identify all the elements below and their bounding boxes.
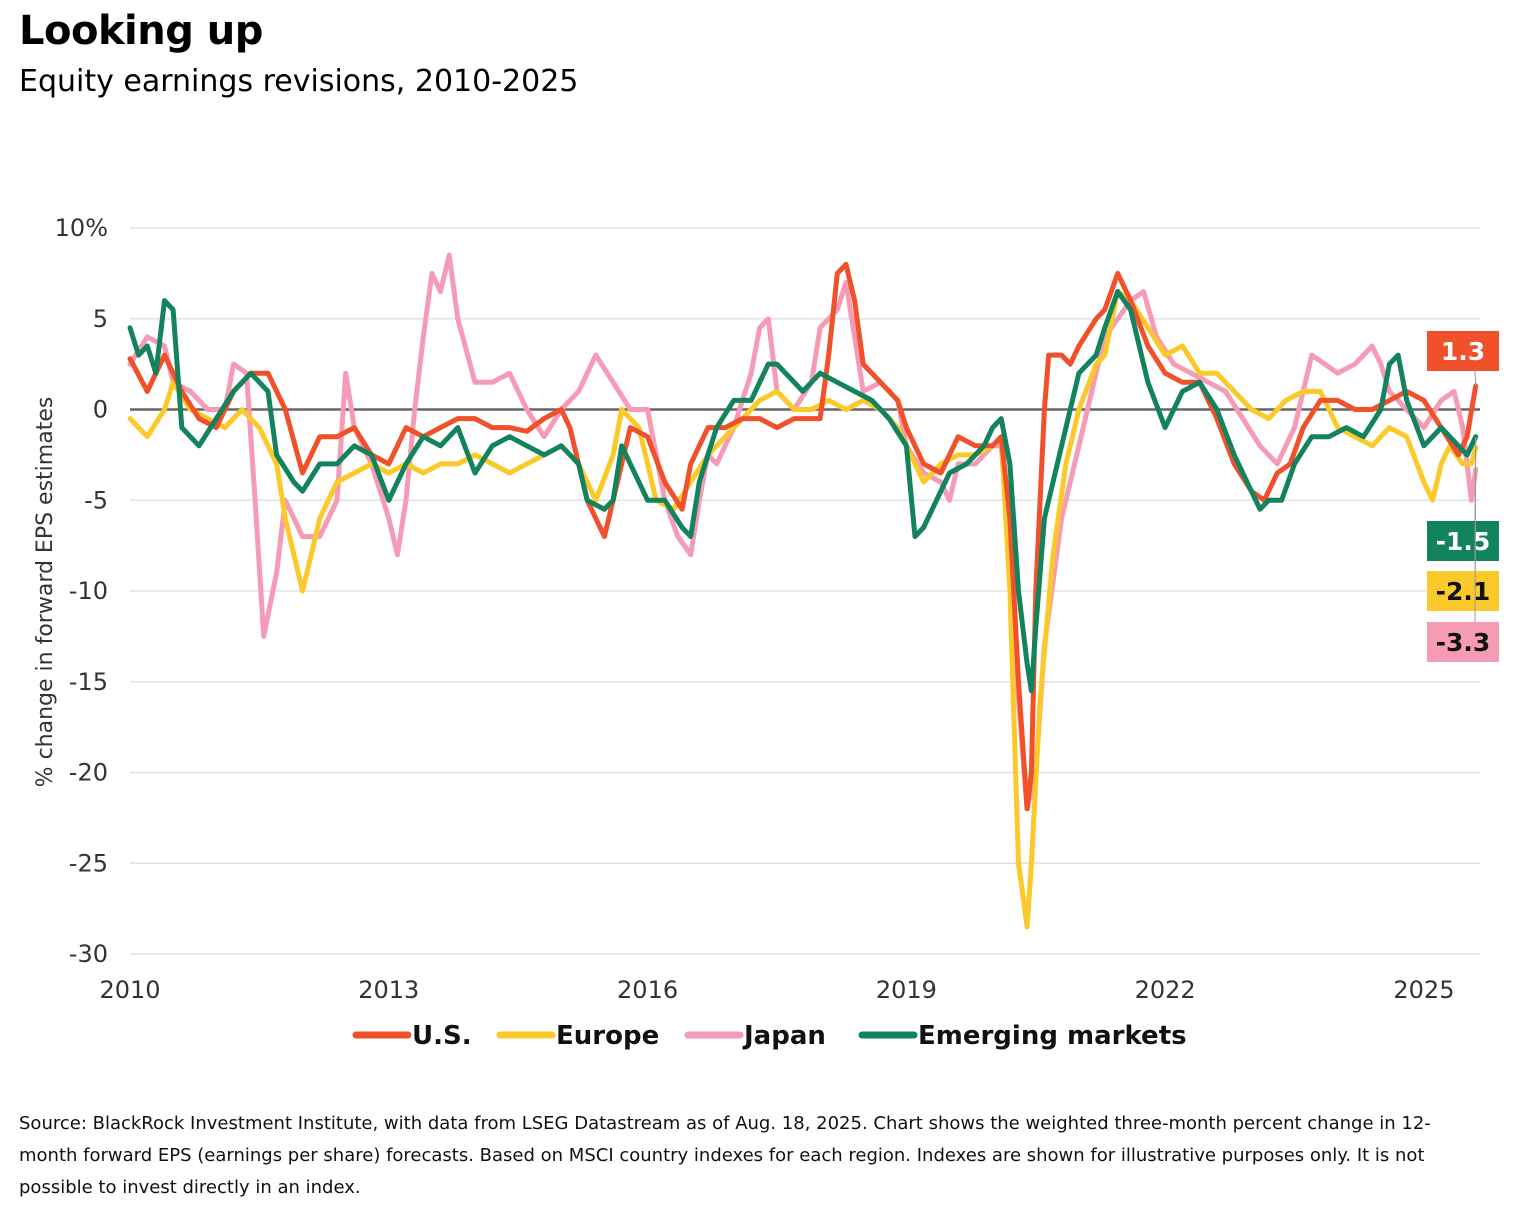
end-label-box xyxy=(1427,331,1499,371)
end-label-leader xyxy=(1474,370,1477,386)
x-tick-label: 2010 xyxy=(99,976,160,1004)
legend-label: U.S. xyxy=(412,1021,472,1051)
y-tick-label: 10% xyxy=(55,214,108,242)
legend-label: Europe xyxy=(556,1021,659,1051)
legend-label: Japan xyxy=(742,1021,826,1051)
x-tick-label: 2016 xyxy=(617,976,678,1004)
end-label-box xyxy=(1427,622,1499,662)
end-label-box xyxy=(1427,571,1499,611)
end-label-box xyxy=(1427,521,1499,561)
end-label-value: -2.1 xyxy=(1436,577,1491,606)
chart-grid xyxy=(130,227,1480,955)
chart-end-labels: 1.3 -1.5 -2.1 -3.3 xyxy=(1427,331,1499,662)
x-tick-label: 2025 xyxy=(1393,976,1454,1004)
series-line xyxy=(127,252,1479,812)
y-tick-label: -5 xyxy=(84,486,108,514)
end-label-leader xyxy=(1474,469,1477,623)
y-axis-ticks: 10% 5 0 -5 -10 -15 -20 -25 -30 xyxy=(55,214,108,968)
legend-label: Emerging markets xyxy=(918,1021,1187,1051)
end-label-value: -1.5 xyxy=(1436,527,1491,556)
series-line xyxy=(127,289,1479,930)
x-tick-label: 2022 xyxy=(1135,976,1196,1004)
series-line xyxy=(127,289,1479,694)
y-tick-label: 0 xyxy=(93,396,108,424)
x-axis-ticks: 2010 2013 2016 2019 2022 2025 xyxy=(99,976,1454,1004)
x-tick-label: 2019 xyxy=(876,976,937,1004)
y-tick-label: 5 xyxy=(93,305,108,333)
y-axis-label: % change in forward EPS estimates xyxy=(33,397,58,788)
page-title: Looking up xyxy=(19,8,263,54)
y-tick-label: -20 xyxy=(69,759,108,787)
y-tick-label: -25 xyxy=(69,849,108,877)
page-subtitle: Equity earnings revisions, 2010-2025 xyxy=(19,64,579,99)
source-note: Source: BlackRock Investment Institute, … xyxy=(19,1113,1431,1198)
end-label-value: 1.3 xyxy=(1441,337,1485,366)
earnings-revisions-chart: 10%50-5-10-15-20-25-30 2010 2013 2016 2019 2… xyxy=(33,214,1499,1051)
end-label-value: -3.3 xyxy=(1436,628,1491,657)
x-tick-label: 2013 xyxy=(358,976,419,1004)
y-tick-label: -10 xyxy=(69,577,108,605)
y-tick-label: -15 xyxy=(69,668,108,696)
series-line xyxy=(127,261,1479,812)
chart-series-lines xyxy=(127,252,1479,930)
chart-legend: U.S. Europe Japan Emerging markets xyxy=(352,1021,1187,1051)
y-tick-label: -30 xyxy=(69,940,108,968)
